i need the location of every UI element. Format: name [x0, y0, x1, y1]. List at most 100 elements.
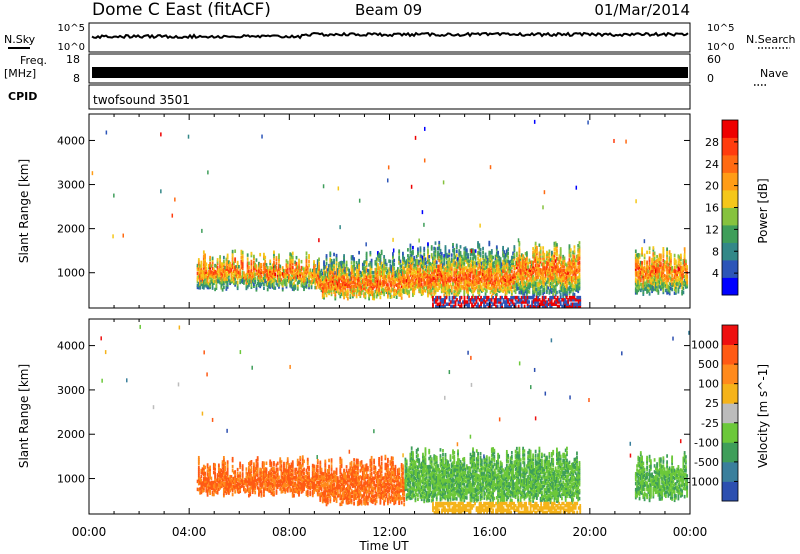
echo-point: [291, 267, 294, 272]
echo-point: [553, 263, 556, 268]
echo-point: [412, 289, 414, 294]
echo-point: [400, 276, 403, 280]
echo-point: [448, 251, 451, 255]
echo-point: [379, 279, 382, 284]
echo-point: [425, 284, 428, 289]
echo-point: [427, 256, 429, 260]
echo-point: [440, 271, 443, 276]
echo-point: [370, 270, 373, 275]
echo-point: [210, 264, 213, 268]
echo-point: [368, 263, 371, 267]
echo-point: [361, 278, 364, 283]
echo-point: [562, 292, 565, 297]
echo-point: [637, 264, 640, 269]
echo-point: [518, 284, 521, 289]
echo-point: [273, 280, 275, 284]
echo-point: [474, 281, 477, 285]
echo-point: [498, 255, 501, 260]
echo-point: [343, 277, 345, 282]
echo-point: [433, 288, 436, 292]
echo-point: [484, 278, 487, 282]
echo-point: [204, 255, 206, 259]
echo-point: [304, 278, 307, 283]
echo-point: [392, 277, 394, 282]
echo-point: [549, 272, 552, 276]
echo-point: [395, 295, 398, 299]
echo-point: [344, 288, 347, 293]
echo-point: [546, 280, 548, 284]
echo-point: [490, 249, 493, 253]
echo-point: [240, 277, 243, 282]
echo-point: [428, 280, 431, 285]
echo-point: [459, 253, 462, 257]
echo-point: [373, 284, 376, 289]
echo-point: [289, 264, 292, 268]
echo-point: [525, 265, 528, 269]
echo-point: [520, 289, 523, 293]
echo-point: [209, 285, 211, 290]
echo-point: [306, 270, 309, 274]
echo-point: [656, 284, 658, 289]
echo-point: [310, 279, 313, 284]
echo-point: [364, 273, 367, 278]
echo-point: [636, 273, 638, 277]
echo-point: [671, 287, 674, 292]
echo-point: [504, 292, 507, 297]
echo-point: [437, 268, 439, 273]
echo-point: [351, 292, 354, 297]
echo-point: [408, 266, 411, 270]
echo-point: [464, 286, 467, 290]
echo-point: [512, 275, 515, 279]
echo-point: [504, 266, 507, 271]
echo-point: [427, 281, 429, 286]
echo-point: [548, 267, 551, 271]
echo-point: [488, 264, 491, 269]
echo-point: [554, 287, 557, 291]
echo-point: [637, 272, 640, 277]
echo-point: [122, 233, 124, 238]
echo-point: [339, 265, 342, 269]
echo-point: [556, 290, 558, 295]
echo-point: [502, 247, 504, 252]
echo-point: [313, 270, 315, 274]
echo-point: [544, 260, 547, 264]
echo-point: [567, 287, 570, 291]
echo-point: [234, 257, 237, 261]
echo-point: [339, 284, 342, 289]
echo-point: [577, 279, 580, 284]
echo-point: [443, 264, 446, 268]
echo-point: [450, 259, 453, 263]
echo-point: [450, 285, 453, 289]
echo-point: [369, 290, 372, 295]
echo-point: [564, 292, 567, 296]
echo-point: [289, 254, 292, 258]
echo-point: [418, 289, 421, 294]
echo-point: [463, 259, 466, 263]
echo-point: [285, 265, 288, 269]
echo-point: [654, 285, 657, 290]
echo-point: [316, 283, 319, 287]
echo-point: [359, 294, 362, 299]
echo-point: [273, 284, 275, 288]
echo-point: [375, 287, 378, 291]
echo-point: [507, 265, 509, 269]
echo-point: [556, 270, 558, 275]
echo-point: [497, 254, 499, 259]
echo-point: [658, 271, 661, 275]
echo-point: [420, 264, 423, 269]
echo-point: [502, 267, 504, 272]
echo-point: [321, 277, 324, 282]
echo-point: [300, 265, 303, 270]
echo-point: [428, 260, 431, 265]
echo-point: [335, 289, 338, 294]
echo-point: [313, 268, 315, 272]
echo-point: [533, 257, 536, 261]
echo-point: [518, 249, 521, 253]
echo-point: [331, 281, 334, 285]
echo-point: [533, 255, 536, 259]
echo-point: [542, 256, 545, 260]
echo-point: [572, 264, 575, 269]
echo-point: [543, 276, 546, 281]
echo-point: [390, 277, 393, 281]
echo-point: [450, 291, 453, 295]
